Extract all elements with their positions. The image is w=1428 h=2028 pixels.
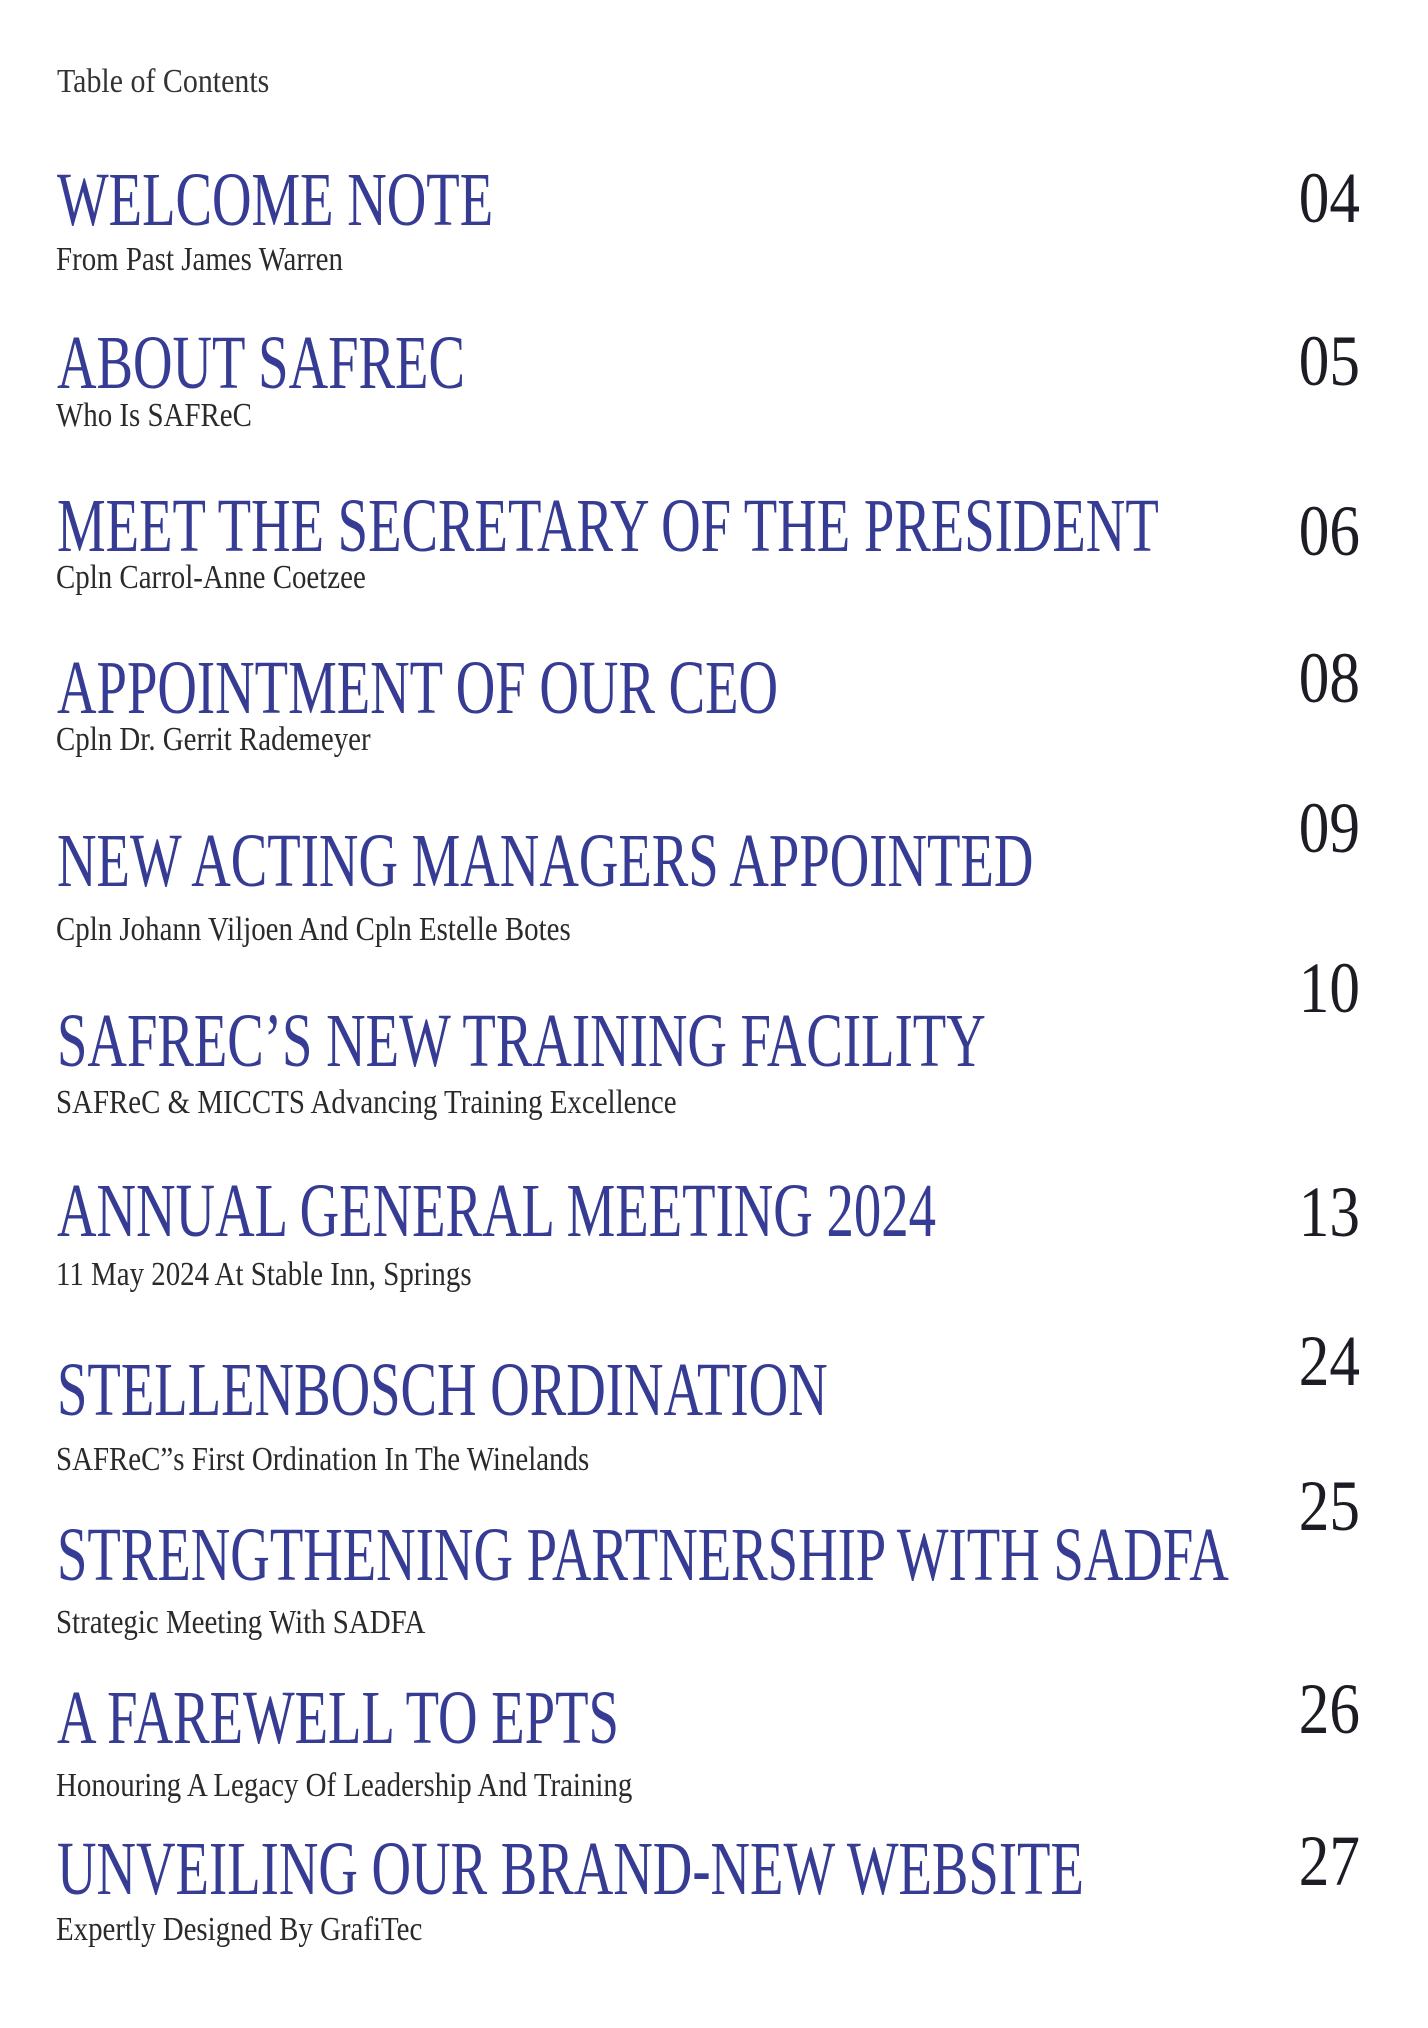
toc-entry-title: ABOUT SAFREC — [57, 321, 465, 405]
toc-entry-page-number: 26 — [1298, 1669, 1360, 1749]
toc-entry-subtitle: Cpln Carrol-Anne Coetzee — [56, 559, 366, 596]
toc-entry-title: SAFREC’S NEW TRAINING FACILITY — [57, 999, 986, 1083]
toc-entry-subtitle: Expertly Designed By GrafiTec — [56, 1911, 423, 1948]
toc-entry-title: UNVEILING OUR BRAND-NEW WEBSITE — [57, 1827, 1084, 1911]
toc-entry-subtitle: Cpln Dr. Gerrit Rademeyer — [56, 721, 371, 758]
toc-entry-page-number: 24 — [1298, 1321, 1360, 1401]
toc-entry-page-number: 06 — [1298, 491, 1360, 571]
toc-entry-subtitle: From Past James Warren — [56, 241, 343, 278]
toc-entry-subtitle: SAFReC & MICCTS Advancing Training Excel… — [56, 1084, 677, 1121]
toc-entry-subtitle: Who Is SAFReC — [56, 397, 252, 434]
toc-entry-title: STELLENBOSCH ORDINATION — [57, 1348, 828, 1432]
toc-entry-title: STRENGTHENING PARTNERSHIP WITH SADFA — [57, 1513, 1229, 1597]
toc-entry-page-number: 09 — [1298, 788, 1360, 868]
toc-entry-title: ANNUAL GENERAL MEETING 2024 — [57, 1169, 936, 1253]
toc-entry-title: APPOINTMENT OF OUR CEO — [57, 646, 779, 730]
toc-entry-subtitle: Honouring A Legacy Of Leadership And Tra… — [56, 1767, 633, 1804]
toc-entry-page-number: 13 — [1298, 1172, 1360, 1252]
toc-entry-subtitle: 11 May 2024 At Stable Inn, Springs — [56, 1256, 472, 1293]
toc-entry-title: MEET THE SECRETARY OF THE PRESIDENT — [57, 484, 1159, 568]
toc-entry-page-number: 25 — [1298, 1466, 1360, 1546]
toc-entry-page-number: 27 — [1298, 1821, 1360, 1901]
toc-entry-title: A FAREWELL TO EPTS — [57, 1676, 619, 1760]
toc-entry-page-number: 10 — [1298, 948, 1360, 1028]
toc-entry-page-number: 08 — [1298, 638, 1360, 718]
toc-entry-title: WELCOME NOTE — [57, 158, 494, 242]
page-title: Table of Contents — [57, 63, 270, 100]
toc-entry-subtitle: Strategic Meeting With SADFA — [56, 1604, 426, 1641]
toc-entry-page-number: 05 — [1298, 321, 1360, 401]
toc-entry-subtitle: Cpln Johann Viljoen And Cpln Estelle Bot… — [56, 911, 571, 948]
toc-entry-page-number: 04 — [1298, 158, 1360, 238]
toc-entry-subtitle: SAFReC”s First Ordination In The Winelan… — [56, 1441, 590, 1478]
toc-entry-title: NEW ACTING MANAGERS APPOINTED — [57, 819, 1034, 903]
